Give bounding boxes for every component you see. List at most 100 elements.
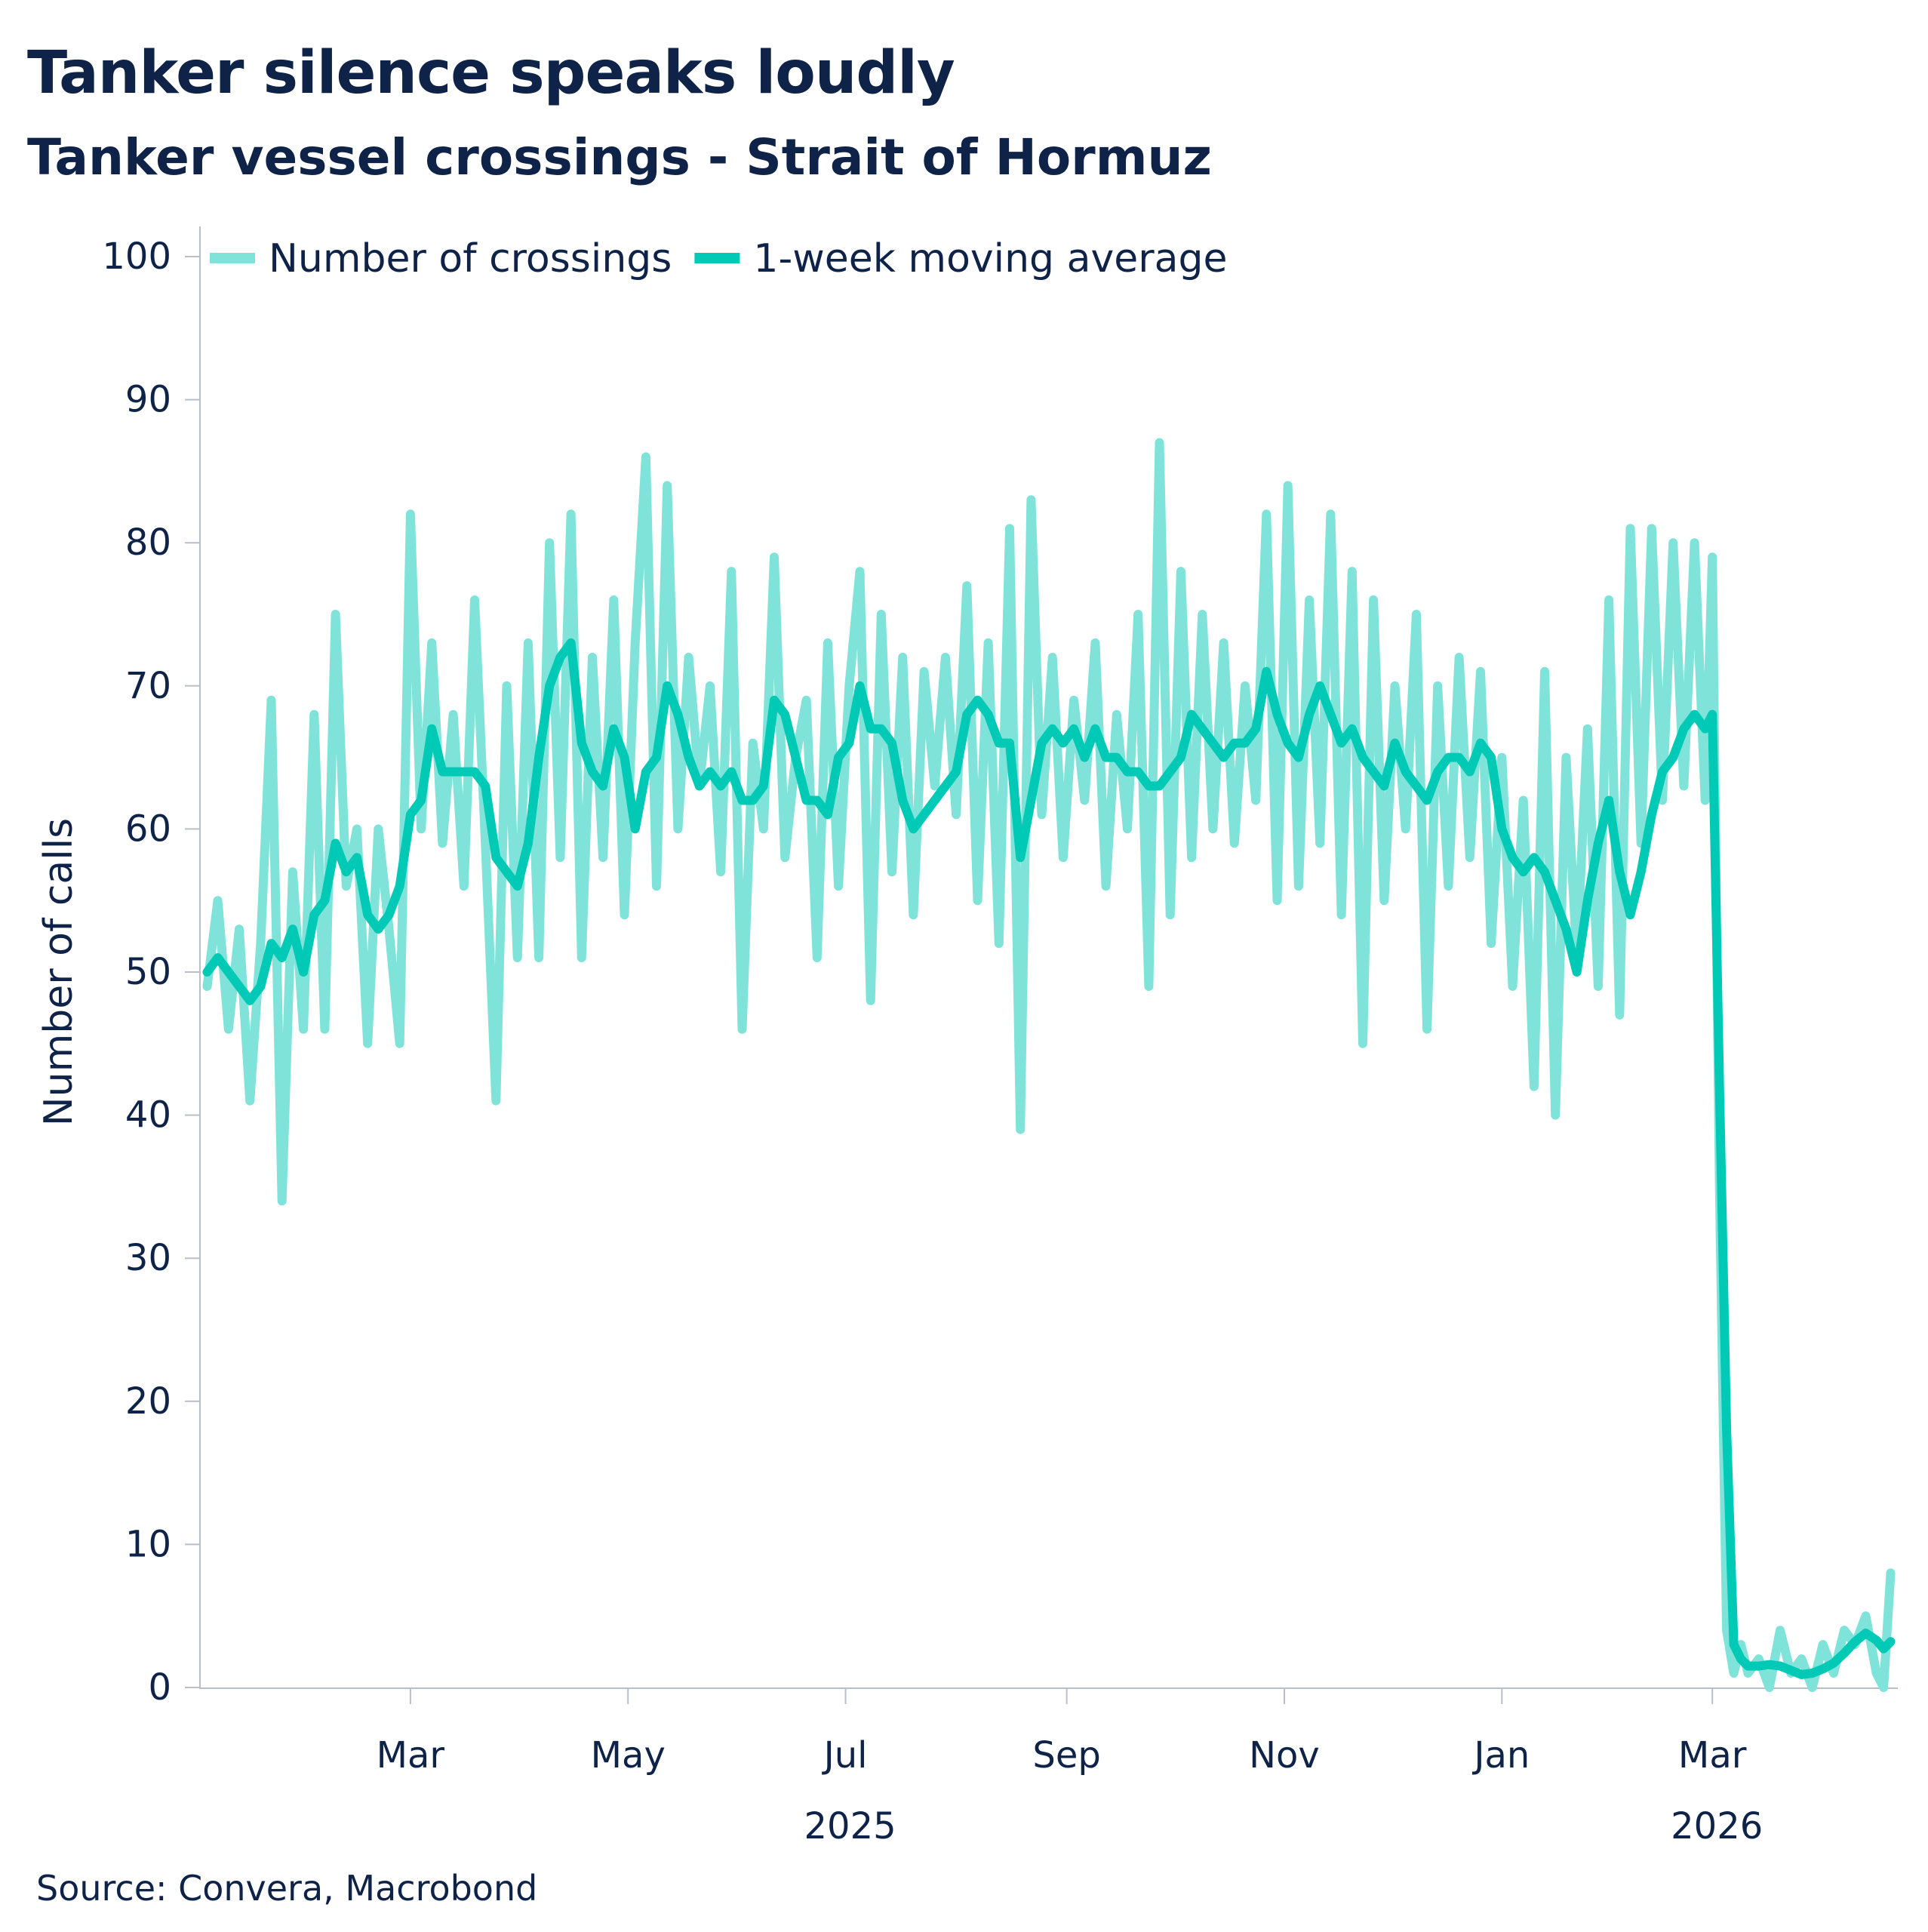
x-tick-label: Jul: [822, 1734, 868, 1777]
data-point: [1362, 1043, 1364, 1044]
data-point: [506, 685, 507, 687]
data-point: [773, 556, 775, 558]
chart-legend: Number of crossings 1-week moving average: [210, 236, 1227, 281]
data-point: [303, 971, 304, 973]
data-point: [292, 928, 294, 930]
data-point: [1287, 485, 1289, 486]
data-point: [955, 771, 957, 773]
data-point: [1490, 757, 1492, 758]
data-point: [1362, 757, 1364, 758]
data-point: [1319, 842, 1321, 844]
data-point: [1490, 943, 1492, 944]
data-point: [495, 857, 497, 858]
data-point: [1373, 599, 1374, 601]
y-axis-title: Number of calls: [36, 818, 81, 1127]
data-point: [998, 943, 1000, 944]
data-point: [827, 642, 829, 644]
data-point: [816, 800, 818, 801]
data-point: [1469, 771, 1471, 773]
data-point: [517, 885, 518, 887]
legend-label-2: 1-week moving average: [753, 236, 1227, 281]
data-point: [730, 571, 732, 572]
data-point: [1812, 1672, 1813, 1674]
data-point: [1554, 900, 1556, 901]
data-point: [1619, 1014, 1620, 1016]
data-point: [207, 971, 208, 973]
data-point: [1758, 1658, 1760, 1660]
line-chart: 0 10 20 30 40 50 60 70 80 90 100 Number of calls Mar…: [36, 226, 1898, 1841]
data-point: [1512, 857, 1513, 858]
data-point: [1608, 800, 1610, 801]
data-point: [1308, 714, 1310, 715]
y-tick-label: 100: [102, 235, 171, 278]
data-point: [441, 842, 443, 844]
data-point: [453, 771, 454, 773]
data-point: [1533, 857, 1535, 858]
data-point: [988, 714, 989, 715]
data-point: [1523, 800, 1524, 801]
data-point: [1330, 714, 1331, 715]
data-point: [207, 986, 208, 987]
x-year-label: 2025: [804, 1805, 896, 1841]
data-point: [1105, 757, 1107, 758]
data-point: [1405, 771, 1407, 773]
legend-label-1: Number of crossings: [269, 236, 672, 281]
data-point: [1883, 1648, 1884, 1650]
data-point: [1843, 1629, 1845, 1631]
data-point: [709, 771, 711, 773]
y-tick-label: 90: [125, 379, 171, 421]
data-point: [463, 885, 465, 887]
data-point: [1890, 1641, 1891, 1642]
data-point: [1373, 771, 1374, 773]
data-point: [1447, 885, 1449, 887]
data-point: [1116, 714, 1118, 715]
data-point: [688, 757, 690, 758]
data-point: [1883, 1687, 1884, 1688]
data-point: [1711, 556, 1713, 558]
data-point: [1351, 571, 1353, 572]
data-point: [1876, 1672, 1877, 1674]
data-point: [1052, 728, 1053, 730]
data-point: [1265, 513, 1267, 515]
data-point: [1426, 800, 1428, 801]
x-year-label: 2026: [1671, 1805, 1763, 1841]
chart-axes: 0 10 20 30 40 50 60 70 80 90 100 Number of calls Mar…: [36, 226, 1898, 1841]
data-point: [538, 757, 540, 758]
data-point: [1073, 728, 1075, 730]
data-point: [934, 800, 936, 801]
data-point: [1651, 528, 1653, 529]
data-point: [559, 857, 561, 858]
data-point: [1062, 857, 1064, 858]
data-point: [484, 842, 486, 844]
data-point: [1876, 1639, 1877, 1641]
series-layer: [202, 438, 1896, 1692]
data-point: [730, 771, 732, 773]
data-point: [1833, 1672, 1834, 1674]
data-point: [1084, 757, 1085, 758]
data-point: [1854, 1641, 1856, 1642]
data-point: [1733, 1644, 1735, 1645]
data-point: [1383, 900, 1385, 901]
data-point: [752, 800, 754, 801]
y-tick-label: 50: [125, 951, 171, 993]
y-tick-label: 30: [125, 1237, 171, 1279]
data-point: [1662, 800, 1663, 801]
data-point: [1094, 728, 1096, 730]
y-tick-label: 0: [148, 1666, 171, 1709]
data-point: [495, 1100, 497, 1102]
data-point: [1733, 1672, 1735, 1674]
y-tick-label: 10: [125, 1523, 171, 1565]
data-point: [1512, 986, 1513, 987]
chart-subtitle: Tanker vessel crossings - Strait of Horm…: [27, 128, 1212, 186]
data-point: [1159, 442, 1160, 443]
data-point: [570, 642, 572, 644]
data-point: [1740, 1658, 1742, 1660]
data-point: [1180, 571, 1182, 572]
data-point: [1319, 685, 1321, 687]
data-point: [313, 714, 315, 715]
series-line-1: [202, 438, 1896, 1692]
data-point: [1769, 1664, 1770, 1666]
data-point: [827, 814, 829, 815]
data-point: [1630, 528, 1631, 529]
data-point: [784, 714, 786, 715]
